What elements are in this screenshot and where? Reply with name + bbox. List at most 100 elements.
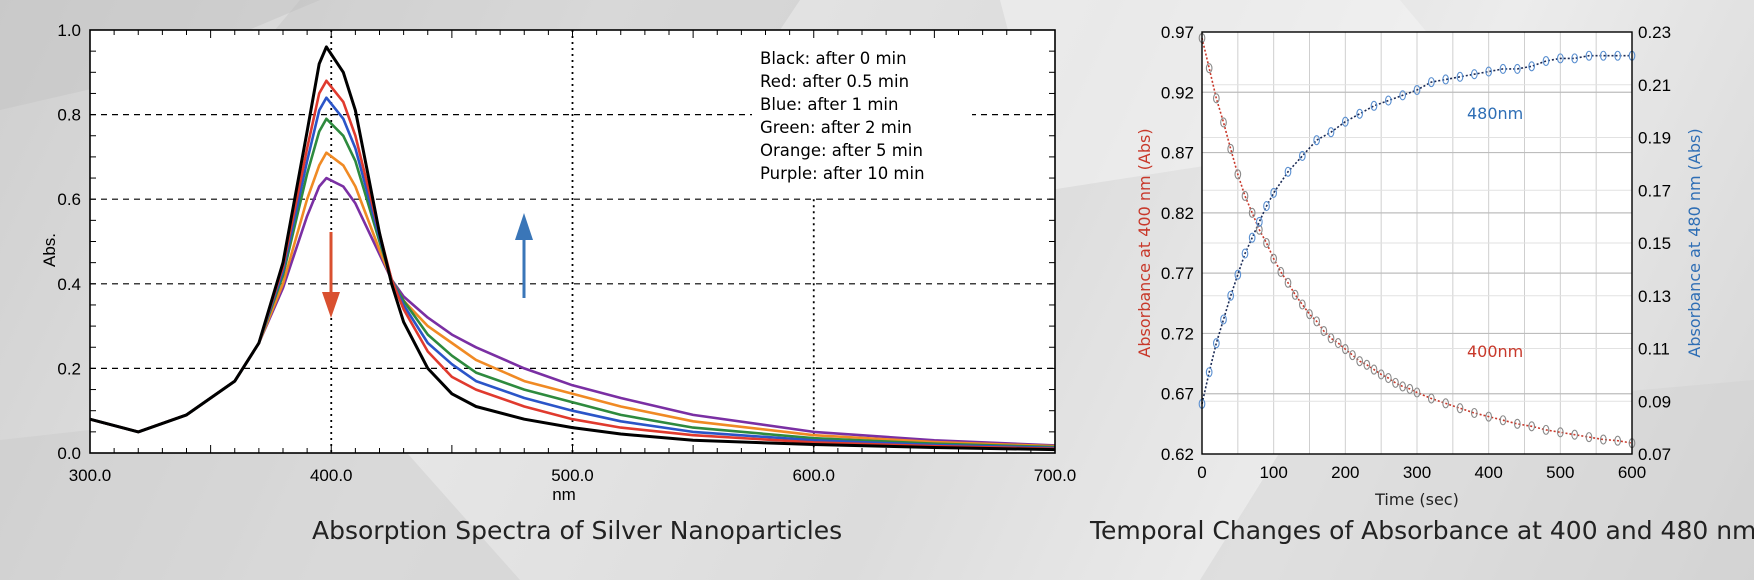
decrease-arrow: [322, 232, 340, 318]
left-x-tick: 500.0: [551, 466, 594, 485]
point-400nm: [1298, 299, 1306, 310]
point-400nm: [1291, 289, 1299, 300]
right-right-y-tick: 0.17: [1638, 181, 1671, 200]
point-400nm: [1384, 372, 1392, 384]
increase-arrow: [515, 213, 533, 298]
point-400nm: [1320, 325, 1328, 337]
point-480nm: [1370, 100, 1378, 111]
left-x-axis-label: nm: [552, 485, 576, 504]
point-400nm: [1205, 63, 1213, 74]
right-right-y-tick: 0.23: [1638, 23, 1671, 42]
point-480nm: [1263, 201, 1270, 212]
left-x-tick: 300.0: [69, 466, 112, 485]
point-400nm: [1248, 207, 1256, 218]
point-400nm: [1392, 377, 1399, 388]
point-480nm: [1327, 127, 1335, 138]
legend-entry: Purple: after 10 min: [760, 164, 925, 183]
point-480nm: [1399, 90, 1407, 101]
point-480nm: [1427, 77, 1435, 88]
point-400nm: [1399, 381, 1407, 392]
point-480nm: [1234, 269, 1242, 280]
series-label-400nm: 400nm: [1467, 342, 1523, 361]
point-400nm: [1614, 435, 1622, 446]
point-400nm: [1327, 333, 1335, 344]
point-400nm: [1220, 117, 1227, 128]
point-400nm: [1363, 359, 1371, 370]
right-left-y-tick-labels: 0.62 0.67 0.72 0.77 0.82 0.87 0.92 0.97: [1161, 23, 1194, 464]
point-400nm: [1241, 190, 1249, 202]
point-400nm: [1571, 429, 1579, 440]
left-y-tick: 0.6: [57, 190, 81, 209]
legend-entry: Blue: after 1 min: [760, 95, 898, 114]
point-400nm: [1427, 393, 1435, 404]
right-left-y-axis-label: Absorbance at 400 nm (Abs): [1135, 128, 1154, 357]
point-480nm: [1528, 61, 1536, 72]
right-left-y-tick: 0.72: [1161, 324, 1194, 343]
right-right-y-tick: 0.19: [1638, 129, 1671, 148]
right-left-y-tick: 0.87: [1161, 144, 1194, 163]
right-x-tick: 100: [1259, 463, 1287, 482]
point-400nm: [1542, 424, 1550, 435]
point-400nm: [1413, 387, 1421, 398]
legend-entry: Black: after 0 min: [760, 49, 907, 68]
point-400nm: [1585, 432, 1593, 443]
point-400nm: [1377, 369, 1385, 380]
right-x-axis-label: Time (sec): [1374, 490, 1459, 509]
right-grid: [1202, 32, 1632, 454]
left-y-tick: 0.0: [57, 444, 81, 463]
right-left-y-tick: 0.67: [1161, 385, 1194, 404]
right-x-tick: 600: [1618, 463, 1646, 482]
point-400nm: [1263, 237, 1270, 249]
left-series-lines: [89, 45, 1056, 452]
point-480nm: [1470, 69, 1478, 80]
point-480nm: [1614, 50, 1622, 61]
point-480nm: [1248, 232, 1256, 243]
point-480nm: [1298, 150, 1306, 162]
point-480nm: [1456, 71, 1464, 82]
left-x-tick: 600.0: [792, 466, 835, 485]
point-480nm: [1384, 95, 1392, 106]
point-480nm: [1255, 216, 1263, 227]
left-x-tick: 400.0: [310, 466, 353, 485]
legend-entry: Orange: after 5 min: [760, 141, 923, 160]
point-400nm: [1485, 411, 1493, 422]
left-y-tick: 0.2: [57, 359, 81, 378]
right-right-y-tick: 0.21: [1638, 76, 1671, 95]
point-400nm: [1227, 143, 1235, 155]
point-400nm: [1456, 403, 1464, 414]
point-480nm: [1313, 135, 1321, 146]
left-y-tick: 0.4: [57, 275, 81, 294]
right-x-tick: 400: [1474, 463, 1502, 482]
point-480nm: [1212, 338, 1220, 349]
point-400nm: [1255, 224, 1263, 235]
right-right-y-tick: 0.13: [1638, 287, 1671, 306]
legend-entry: Green: after 2 min: [760, 118, 912, 137]
point-480nm: [1513, 63, 1521, 74]
point-400nm: [1556, 427, 1564, 438]
point-400nm: [1313, 316, 1321, 327]
right-right-y-tick: 0.11: [1638, 340, 1670, 359]
point-480nm: [1270, 187, 1278, 198]
point-480nm: [1227, 290, 1235, 301]
point-400nm: [1234, 169, 1242, 180]
point-400nm: [1270, 253, 1278, 264]
right-right-y-tick: 0.09: [1638, 392, 1671, 411]
point-400nm: [1599, 434, 1607, 445]
left-x-tick: 700.0: [1034, 466, 1077, 485]
right-right-y-tick: 0.07: [1638, 445, 1671, 464]
point-400nm: [1528, 421, 1536, 432]
point-480nm: [1341, 116, 1349, 127]
right-x-tick-labels: 0 100 200 300 400 500 600: [1197, 463, 1646, 482]
right-x-tick: 300: [1403, 463, 1431, 482]
right-left-y-tick: 0.77: [1161, 264, 1194, 283]
point-480nm: [1556, 53, 1564, 64]
point-480nm: [1205, 367, 1213, 378]
point-400nm: [1499, 415, 1507, 426]
point-480nm: [1585, 50, 1593, 61]
point-400nm: [1349, 350, 1356, 361]
point-480nm: [1499, 63, 1507, 74]
series-label-480nm: 480nm: [1467, 104, 1523, 123]
point-400nm: [1284, 277, 1292, 288]
point-400nm: [1370, 364, 1378, 375]
